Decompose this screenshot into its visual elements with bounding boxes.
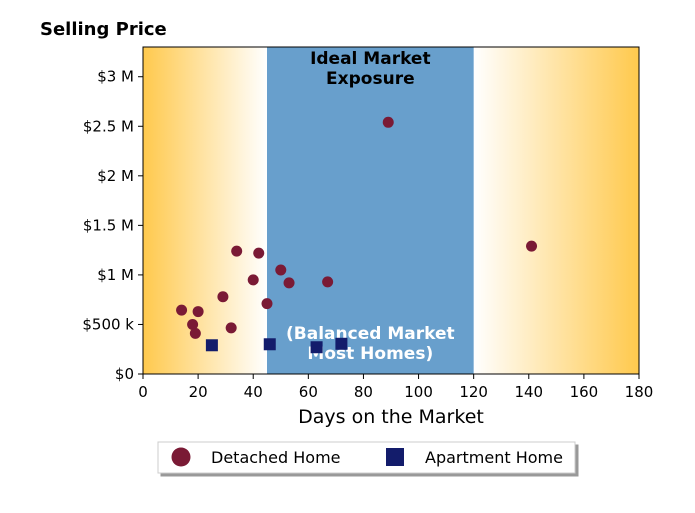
legend-box [157,441,576,474]
detached-home-point [187,318,199,330]
detached-home-point [253,247,265,259]
detached-home-point [247,274,259,286]
x-tick-label: 120 [459,383,488,401]
detached-home-point [283,277,295,289]
detached-home-point [322,276,334,288]
legend-label: Detached Home [211,448,341,467]
detached-home-point [275,264,287,276]
legend: Detached Home Apartment Home [157,441,576,474]
plot-frame [142,46,640,375]
y-tick-label: $2 M [97,167,134,185]
y-tick-label: $500 k [82,315,134,333]
x-tick-label: 80 [354,383,373,401]
x-tick-label: 180 [625,383,654,401]
detached-home-point [261,298,273,310]
x-tick-label: 160 [570,383,599,401]
y-tick-label: $0 [115,365,134,383]
x-tick-label: 20 [189,383,208,401]
apartment-home-point [310,341,323,354]
detached-home-point [225,322,237,334]
right-gradient-region [473,47,639,374]
x-tick-label: 100 [404,383,433,401]
x-axis-title: Days on the Market [298,406,484,428]
x-tick-label: 40 [244,383,263,401]
apartment-home-point [263,338,276,351]
detached-home-point [189,327,201,339]
y-tick-label: $2.5 M [83,117,134,135]
detached-home-point [192,306,204,318]
axes: 0 20 40 60 80 100 120 140 160 180 $0 $500 k $1 M $1.5… [82,46,654,401]
legend-label: Apartment Home [425,448,563,467]
annotation-line: (Balanced Market [286,324,455,344]
x-tick-label: 140 [514,383,543,401]
legend-apartment-marker [386,448,404,466]
data-markers [176,116,538,354]
detached-home-point [231,245,243,257]
annotation-line: Ideal Market [310,49,431,69]
annotation-line: Most Homes) [307,344,433,364]
apartment-home-point [205,339,218,352]
ideal-exposure-band [267,47,474,374]
chart-title: Selling Price [40,19,167,40]
detached-home-point [382,116,394,128]
left-gradient-region [143,47,267,374]
x-tick-label: 60 [299,383,318,401]
apartment-home-point [335,337,348,350]
y-tick-label: $1 M [97,266,134,284]
y-tick-label: $3 M [97,68,134,86]
legend-detached-marker [171,447,191,467]
plot-background [143,47,639,374]
detached-home-point [526,240,538,252]
annotation-line: Exposure [326,69,415,89]
y-tick-label: $1.5 M [83,216,134,234]
x-tick-label: 0 [138,383,148,401]
detached-home-point [217,291,229,303]
detached-home-point [176,304,188,316]
